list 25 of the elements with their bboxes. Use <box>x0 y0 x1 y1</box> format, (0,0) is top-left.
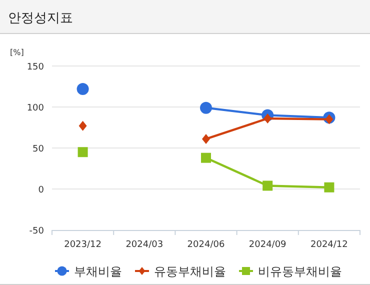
y-tick-label: 50 <box>32 144 44 154</box>
point <box>200 102 212 114</box>
x-tick-label: 2024/09 <box>248 240 287 250</box>
point <box>264 113 272 124</box>
point <box>78 147 88 158</box>
y-axis-title: [%] <box>10 48 24 57</box>
x-tick-label: 2023/12 <box>64 240 102 250</box>
x-tick-label: 2024/12 <box>310 240 348 250</box>
x-tick-label: 2024/03 <box>126 240 164 250</box>
point <box>78 120 87 131</box>
x-tick-label: 2024/06 <box>187 240 225 250</box>
point <box>76 82 89 95</box>
y-tick-label: 100 <box>26 104 44 114</box>
legend-label: 유동부채비율 <box>154 264 226 278</box>
legend-label: 부채비율 <box>74 264 122 278</box>
chart-title: 안정성지표 <box>8 11 73 26</box>
point <box>325 114 334 124</box>
y-tick-label: -50 <box>29 226 44 236</box>
y-tick-label: 0 <box>38 186 44 196</box>
legend-label: 비유동부채비율 <box>258 264 342 278</box>
point <box>201 152 211 163</box>
point <box>202 134 210 144</box>
point <box>324 182 334 192</box>
point <box>262 180 273 191</box>
y-tick-label: 150 <box>26 62 44 72</box>
